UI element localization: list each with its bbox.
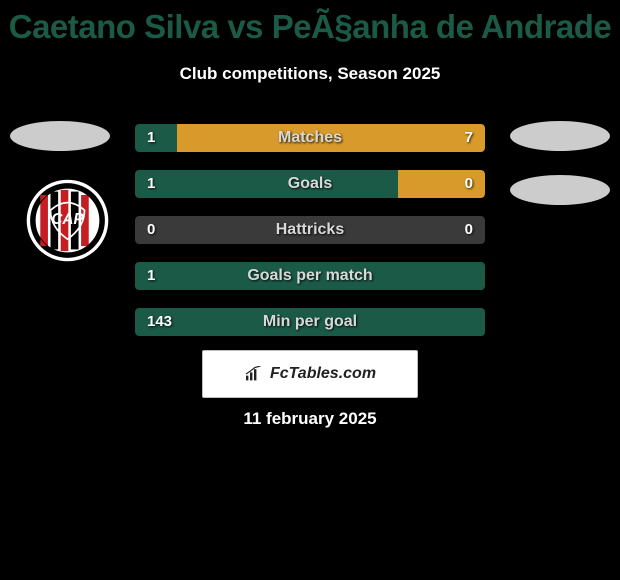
comparison-subtitle: Club competitions, Season 2025	[0, 64, 620, 84]
date-text: 11 february 2025	[0, 409, 620, 429]
stats-container: 17Matches 10Goals 00Hattricks 1Goals per ma…	[135, 124, 485, 354]
credit-box[interactable]: FcTables.com	[202, 350, 418, 398]
player-right-club-placeholder	[510, 175, 610, 205]
stat-label: Min per goal	[135, 308, 485, 336]
stat-label: Goals	[135, 170, 485, 198]
stat-row: 1Goals per match	[135, 262, 485, 290]
player-left-avatar-placeholder	[10, 121, 110, 151]
chart-icon	[244, 366, 264, 382]
svg-text:CAP: CAP	[51, 211, 84, 228]
player-right-avatar-placeholder	[510, 121, 610, 151]
stat-row: 00Hattricks	[135, 216, 485, 244]
comparison-title: Caetano Silva vs PeÃ§anha de Andrade	[0, 0, 620, 46]
stat-row: 17Matches	[135, 124, 485, 152]
stat-row: 143Min per goal	[135, 308, 485, 336]
credit-text: FcTables.com	[270, 365, 376, 383]
stat-label: Matches	[135, 124, 485, 152]
club-badge-left: CAP	[25, 178, 110, 263]
stat-row: 10Goals	[135, 170, 485, 198]
stat-label: Hattricks	[135, 216, 485, 244]
stat-label: Goals per match	[135, 262, 485, 290]
